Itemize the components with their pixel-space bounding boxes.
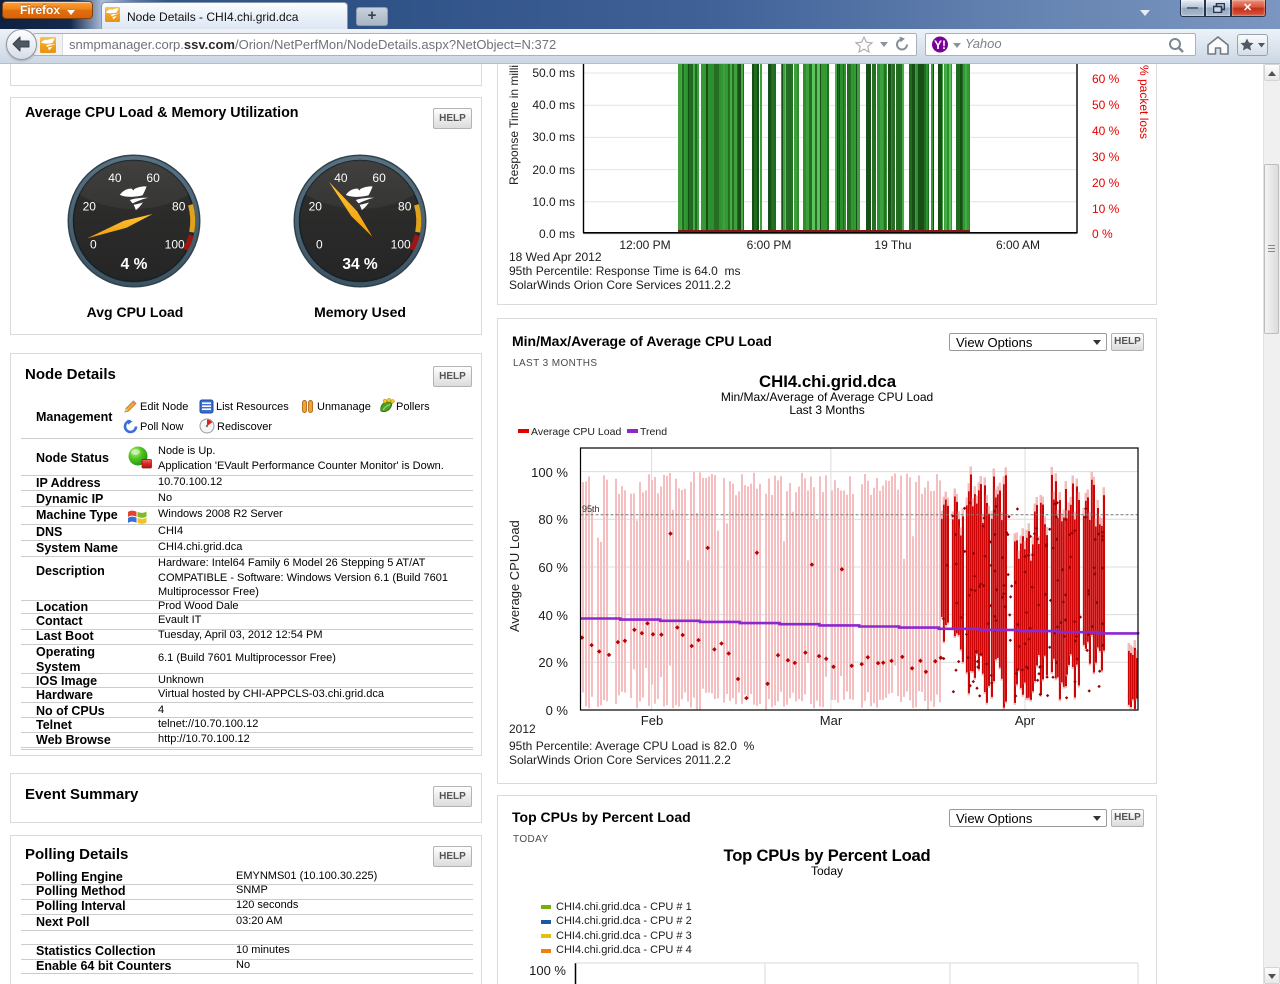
svg-text:40: 40 [109, 171, 123, 185]
svg-text:34 %: 34 % [342, 256, 378, 273]
svg-text:60: 60 [147, 171, 161, 185]
svg-text:20: 20 [83, 200, 97, 214]
svg-text:80: 80 [398, 200, 412, 214]
svg-text:4 %: 4 % [121, 256, 148, 273]
svg-text:40: 40 [334, 171, 348, 185]
svg-text:95th: 95th [582, 504, 600, 514]
svg-text:60: 60 [372, 171, 386, 185]
svg-text:100: 100 [165, 238, 185, 252]
svg-text:0: 0 [90, 238, 97, 252]
svg-text:80: 80 [172, 200, 186, 214]
svg-text:20: 20 [309, 200, 323, 214]
svg-text:Y!: Y! [934, 38, 946, 52]
svg-text:100: 100 [391, 238, 411, 252]
svg-text:0: 0 [316, 238, 323, 252]
